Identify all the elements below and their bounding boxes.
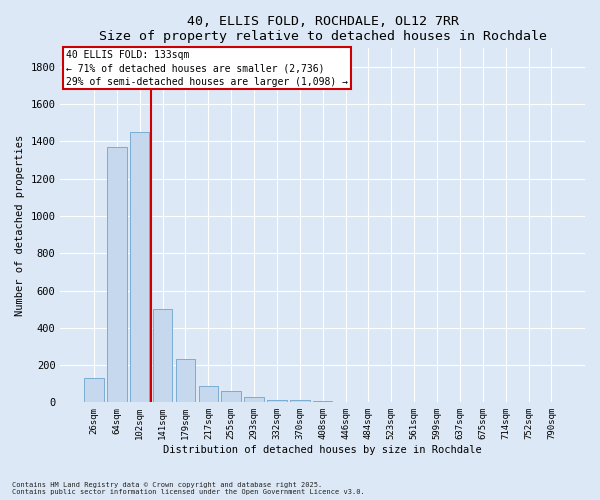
- Y-axis label: Number of detached properties: Number of detached properties: [15, 134, 25, 316]
- Text: Contains HM Land Registry data © Crown copyright and database right 2025.
Contai: Contains HM Land Registry data © Crown c…: [12, 482, 365, 495]
- Bar: [107, 147, 127, 403]
- X-axis label: Distribution of detached houses by size in Rochdale: Distribution of detached houses by size …: [163, 445, 482, 455]
- Bar: [199, 386, 218, 402]
- Text: 40 ELLIS FOLD: 133sqm
← 71% of detached houses are smaller (2,736)
29% of semi-d: 40 ELLIS FOLD: 133sqm ← 71% of detached …: [65, 50, 347, 86]
- Bar: [176, 360, 195, 403]
- Bar: [244, 396, 264, 402]
- Bar: [290, 400, 310, 402]
- Bar: [84, 378, 104, 402]
- Title: 40, ELLIS FOLD, ROCHDALE, OL12 7RR
Size of property relative to detached houses : 40, ELLIS FOLD, ROCHDALE, OL12 7RR Size …: [99, 15, 547, 43]
- Bar: [153, 309, 172, 402]
- Bar: [130, 132, 149, 402]
- Bar: [267, 400, 287, 402]
- Bar: [221, 391, 241, 402]
